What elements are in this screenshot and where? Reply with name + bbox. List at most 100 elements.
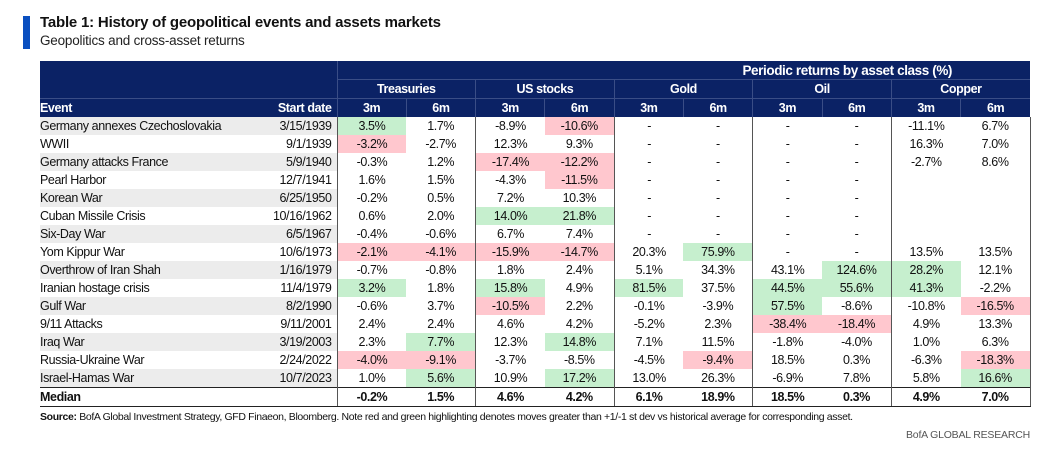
return-cell: - [854,245,859,259]
return-cell: 5.1% [613,261,684,279]
return-cell: 7.7% [406,333,476,351]
return-cell: 4.2% [565,317,593,331]
return-cell: 14.0% [475,207,545,225]
return-cell: 7.1% [613,333,684,351]
return-cell: 1.7% [427,119,455,133]
start-date: 6/25/1950 [240,189,337,207]
return-cell: -5.2% [613,315,684,333]
return-cell: - [752,189,823,207]
table-row: Yom Kippur War 10/6/1973 -2.1% -4.1% -15.9% -… [40,243,1031,261]
table-title: Table 1: History of geopolitical events … [40,14,441,31]
return-cell [960,207,1031,225]
return-cell: -8.5% [563,353,595,367]
start-date: 10/16/1962 [272,209,332,223]
return-cell: 16.3% [890,135,961,153]
return-cell: 2.3% [704,317,732,331]
return-cell: 0.5% [427,191,455,205]
brand-label: BofA GLOBAL RESEARCH [906,429,1030,441]
return-cell: -4.0% [841,335,872,349]
start-date: 10/6/1973 [279,245,332,259]
return-cell: - [854,119,859,133]
return-cell: - [854,191,859,205]
return-cell: - [752,171,823,189]
median-cell: 18.9% [683,387,753,407]
return-cell: -4.5% [613,351,684,369]
return-cell: -0.8% [425,263,457,277]
return-cell: 7.4% [565,227,593,241]
return-cell: -18.3% [960,351,1031,369]
asset-header-us-stocks: US stocks [475,79,615,99]
return-cell: - [716,155,720,169]
return-cell: 3.5% [336,117,407,135]
column-header-period: 3m [752,98,823,117]
return-cell: 2.0% [427,209,455,223]
return-cell: 43.1% [752,261,823,279]
return-cell: 1.8% [427,281,455,295]
return-cell: 1.5% [427,173,455,187]
return-cell [960,189,1031,207]
return-cell: 1.8% [475,261,545,279]
table-row: Korean War 6/25/1950 -0.2% 0.5% 7.2% 10.3% - - -… [40,189,1031,207]
start-date: 1/16/1979 [240,261,337,279]
median-cell: 4.6% [475,387,545,407]
return-cell: 20.3% [613,243,684,261]
return-cell: -17.4% [475,153,545,171]
return-cell: 2.4% [565,263,593,277]
return-cell: 6.7% [960,117,1031,135]
return-cell [960,171,1031,189]
return-cell: -0.3% [336,153,407,171]
column-header-period: 3m [613,98,684,117]
return-cell: - [854,173,859,187]
column-header-period: 6m [544,98,615,117]
return-cell: 13.5% [960,243,1031,261]
return-cell: 81.5% [613,279,684,297]
return-cell: 41.3% [890,279,961,297]
return-cell: 11.5% [701,335,735,349]
start-date: 2/24/2022 [279,353,332,367]
returns-table: Periodic returns by asset class (%) Trea… [40,61,1031,407]
return-cell: -0.6% [336,297,407,315]
event-name: Russia-Ukraine War [40,353,145,367]
column-header-period: 6m [682,98,753,117]
return-cell: 13.3% [960,315,1031,333]
return-cell: 7.8% [843,371,870,385]
table-body: Germany annexes Czechoslovakia 3/15/1939 3… [40,117,1031,407]
event-name: Yom Kippur War [40,245,125,259]
return-cell: -4.0% [336,351,407,369]
return-cell: - [752,225,823,243]
column-header-period: 3m [475,98,545,117]
table-row: Gulf War 8/2/1990 -0.6% 3.7% -10.5% 2.2% -0.1%… [40,297,1031,315]
median-cell: -0.2% [336,387,407,407]
return-cell: 13.5% [890,243,961,261]
event-name: Pearl Harbor [40,173,107,187]
event-name: Germany annexes Czechoslovakia [40,117,240,135]
start-date: 12/7/1941 [279,173,332,187]
median-cell: 7.0% [960,387,1031,407]
return-cell: - [716,119,720,133]
event-name: Iranian hostage crisis [40,281,150,295]
return-cell: 7.0% [960,135,1031,153]
return-cell: 75.9% [683,243,753,261]
return-cell: -9.1% [406,351,476,369]
return-cell: 8.6% [960,153,1031,171]
header-row-periods: Event Start date 3m 6m 3m 6m 3m 6m 3m 6m… [40,98,1031,117]
return-cell: -10.5% [475,297,545,315]
table-row: Iranian hostage crisis 11/4/1979 3.2% 1.8% 1… [40,279,1031,297]
column-header-event: Event [40,98,240,117]
return-cell: 10.3% [562,191,597,205]
return-cell: -18.4% [822,315,892,333]
group-header: Periodic returns by asset class (%) [336,61,1031,80]
return-cell: 9.3% [565,137,593,151]
asset-header-gold: Gold [613,79,753,99]
table-row: Iraq War 3/19/2003 2.3% 7.7% 12.3% 14.8% 7.1% 1… [40,333,1031,351]
return-cell: 28.2% [890,261,961,279]
event-name: Overthrow of Iran Shah [40,261,240,279]
median-cell: 6.1% [613,387,684,407]
return-cell: 2.4% [336,315,407,333]
return-cell: 44.5% [752,279,823,297]
return-cell: -11.5% [544,171,615,189]
return-cell: -3.9% [702,299,734,313]
return-cell: -9.4% [683,351,753,369]
return-cell: - [752,207,823,225]
return-cell: - [752,135,823,153]
